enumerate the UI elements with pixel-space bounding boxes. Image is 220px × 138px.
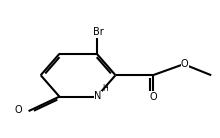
Text: O: O [181, 59, 189, 69]
Text: Br: Br [93, 27, 103, 37]
Text: O: O [15, 105, 22, 115]
Text: O: O [149, 92, 157, 102]
Text: H: H [102, 84, 108, 93]
Text: N: N [94, 91, 102, 101]
